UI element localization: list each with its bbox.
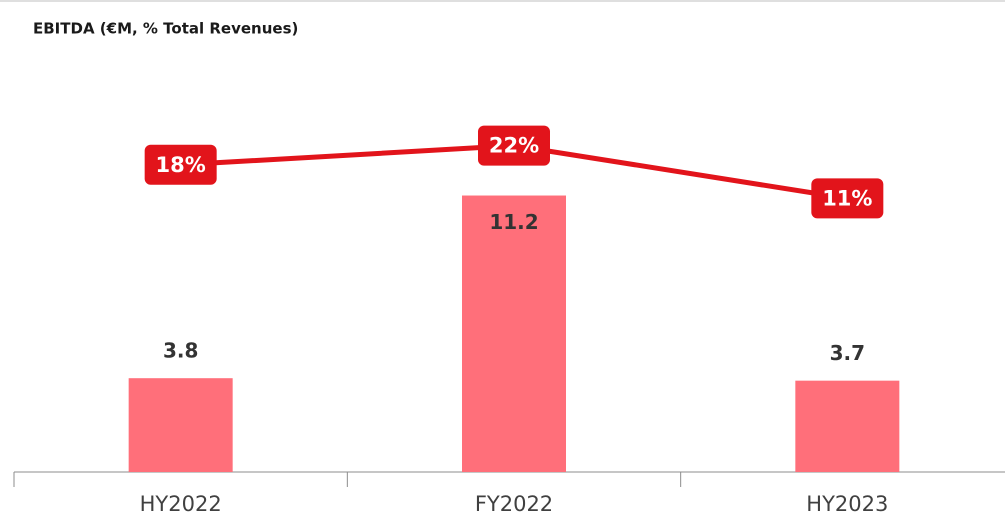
line-value-label: 11%: [822, 186, 872, 210]
bar: [462, 195, 566, 472]
line-value-label: 18%: [156, 153, 206, 177]
bar-value-label: 3.8: [163, 339, 198, 363]
x-tick-label: FY2022: [475, 492, 553, 516]
bar-value-label: 3.7: [830, 341, 865, 365]
chart-title: EBITDA (€M, % Total Revenues): [33, 20, 298, 38]
bar: [128, 378, 233, 472]
line-label-box: [144, 144, 217, 185]
x-tick-label: HY2023: [806, 492, 888, 516]
line-value-label: 22%: [489, 134, 539, 158]
x-tick-label: HY2022: [140, 492, 222, 516]
line-label-box: [811, 178, 884, 219]
bar: [795, 380, 900, 472]
bar-value-label: 11.2: [489, 210, 538, 234]
line-label-box: [478, 125, 550, 166]
